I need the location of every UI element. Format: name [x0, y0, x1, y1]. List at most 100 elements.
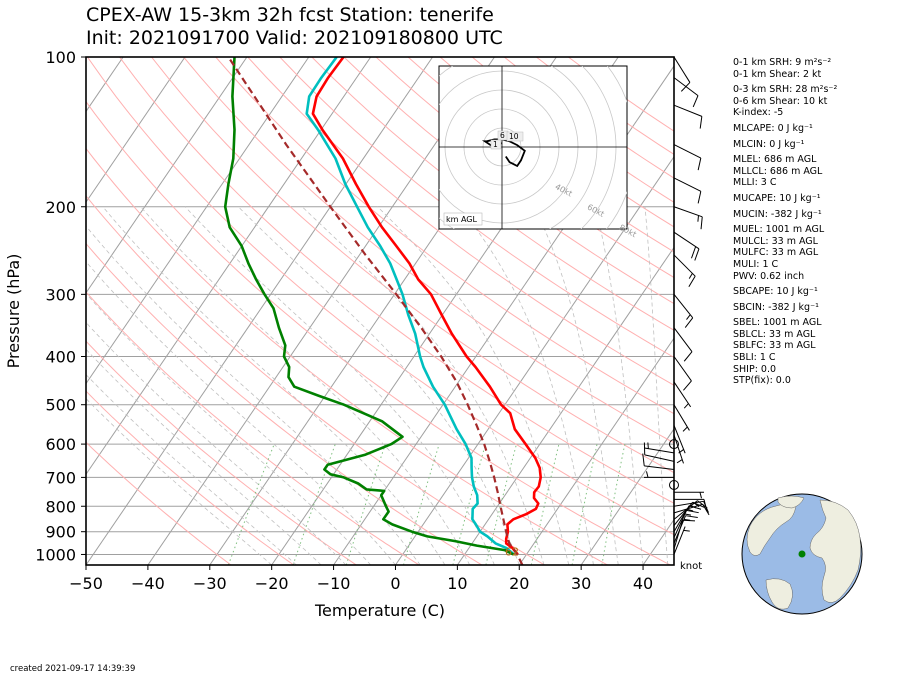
station-marker: [798, 550, 806, 558]
x-tick-label: −20: [255, 574, 289, 593]
x-tick-label: 0: [390, 574, 400, 593]
y-tick-label: 1000: [35, 545, 76, 564]
hodograph-height-box: [490, 139, 502, 150]
hodograph-trace: [481, 138, 526, 168]
background-lines: [86, 57, 674, 565]
index-line: 0-6 km Shear: 10 kt: [733, 95, 828, 107]
wind-barb: [642, 453, 675, 471]
mixing-ratio-line: [292, 443, 336, 565]
index-line: PWV: 0.62 inch: [733, 270, 805, 282]
wind-barb: [673, 177, 702, 204]
hodograph-frame: [438, 65, 628, 230]
dry-adiabat-line: [86, 291, 420, 565]
moist-adiabat-line: [595, 206, 644, 565]
index-line: MLLI: 3 C: [733, 177, 777, 189]
x-tick-label: 10: [447, 574, 467, 593]
hodograph-ring-label: 80kt: [618, 223, 638, 239]
hodograph-height-label: 1: [493, 140, 498, 149]
wind-barb: [673, 294, 694, 328]
dry-adiabat-line: [183, 57, 674, 444]
hodograph-height-box: [506, 131, 524, 142]
wind-barb: [673, 515, 698, 544]
index-line: MULFC: 33 m AGL: [733, 247, 819, 259]
hodograph-legend-box: [443, 212, 483, 226]
y-tick-label: 900: [45, 523, 76, 542]
created-timestamp: created 2021-09-17 14:39:39: [10, 664, 136, 674]
wind-barb: [669, 479, 679, 490]
wind-barb: [673, 434, 684, 464]
isotherm-line: [147, 57, 495, 565]
x-tick-label: 30: [571, 574, 591, 593]
index-line: MLLCL: 686 m AGL: [733, 165, 823, 177]
index-line: K-index: -5: [733, 107, 784, 119]
surface-label: 62: [505, 545, 519, 558]
dry-adiabat-line: [86, 441, 232, 565]
dry-adiabat-line: [311, 57, 674, 331]
moist-adiabat-line: [86, 374, 297, 565]
y-tick-label: 700: [45, 468, 76, 487]
moist-adiabat-line: [533, 206, 619, 565]
plot-frame: [85, 56, 675, 566]
wind-barb: [673, 104, 703, 129]
wind-barb: [674, 498, 708, 512]
wind-barb: [673, 381, 692, 409]
y-tick-label: 400: [45, 348, 76, 367]
moist-adiabat-line: [86, 398, 272, 565]
wind-barb: [643, 442, 675, 462]
indices-panel: 0-1 km SRH: 9 m²s⁻² 0-1 km Shear: 2 kt 0-3…: [733, 57, 837, 387]
index-line: MULCL: 33 m AGL: [733, 235, 818, 247]
dry-adiabat-line: [375, 57, 674, 279]
index-line: SBLCL: 33 m AGL: [733, 328, 816, 340]
isotherm-line: [518, 337, 674, 565]
globe-land-greenland: [777, 495, 805, 509]
wind-barb: [673, 425, 686, 454]
wind-barb: [673, 77, 699, 108]
chart-title-line-2: Init: 2021091700 Valid: 202109180800 UTC: [86, 27, 503, 49]
y-tick-label: 200: [45, 198, 76, 217]
hodograph-height-label: 6: [500, 131, 505, 140]
dry-adiabat-line: [119, 57, 674, 504]
globe-land-south-america: [765, 578, 793, 610]
wind-barb: [673, 526, 690, 555]
hodograph-height-label: 10: [509, 132, 519, 141]
dry-adiabat-line: [86, 100, 671, 565]
wind-barb: [644, 471, 674, 478]
wind-barbs: [642, 56, 710, 555]
moist-adiabat-line: [184, 206, 495, 565]
dry-adiabat-line: [215, 57, 674, 415]
index-line: SBEL: 1001 m AGL: [733, 317, 822, 329]
wind-barb: [674, 491, 704, 499]
plot-border: [85, 56, 675, 566]
moist-adiabat-line: [458, 206, 594, 565]
x-tick-label: −30: [193, 574, 227, 593]
isotherm-line: [86, 57, 310, 385]
dry-adiabat-line: [86, 340, 357, 565]
isotherm-line: [86, 57, 372, 476]
index-line: 0-3 km SRH: 28 m²s⁻²: [733, 84, 838, 96]
wind-barb: [673, 56, 691, 92]
wind-barb: [673, 144, 702, 171]
wetbulb-line: [305, 57, 515, 556]
mixing-ratio-line: [601, 443, 626, 565]
index-line: STP(fix): 0.0: [733, 375, 791, 387]
dry-adiabat-line: [86, 390, 294, 565]
hodograph-legend-label: km AGL: [446, 215, 478, 224]
wind-unit-label: knot: [680, 561, 702, 572]
isotherm-line: [580, 428, 674, 565]
moist-adiabat-line: [644, 206, 669, 565]
index-line: SBCAPE: 10 J kg⁻¹: [733, 286, 818, 298]
parcel-line: [227, 57, 524, 565]
x-tick-label: −40: [131, 574, 165, 593]
dry-adiabat-line: [343, 57, 674, 305]
dry-adiabat-line: [86, 57, 674, 536]
index-line: SBLI: 1 C: [733, 352, 776, 364]
dry-adiabat-line: [86, 147, 608, 565]
y-tick-label: 100: [45, 48, 76, 67]
y-tick-label: 500: [45, 396, 76, 415]
x-axis-label: Temperature (C): [314, 601, 445, 620]
isotherm-line: [86, 57, 434, 565]
y-axis-label: Pressure (hPa): [4, 254, 23, 369]
chart-title-line-1: CPEX-AW 15-3km 32h fcst Station: tenerif…: [86, 4, 494, 26]
isotherm-line: [86, 57, 186, 204]
